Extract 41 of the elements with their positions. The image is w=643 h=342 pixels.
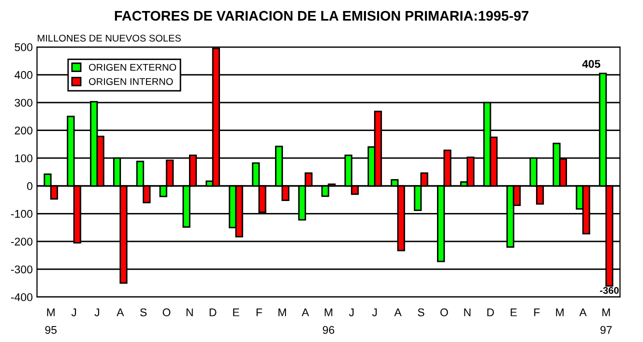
x-tick-label: M 96: [322, 308, 334, 334]
x-tick-label: N: [464, 308, 470, 316]
y-tick-label: -100: [11, 210, 32, 218]
legend-label: ORIGEN INTERNO: [88, 78, 173, 85]
y-tick-label: -300: [11, 265, 32, 274]
y-tick-label: 100: [15, 154, 32, 162]
x-tick-label: A: [302, 308, 310, 316]
x-tick-label: M: [278, 308, 286, 316]
data-label: 405: [582, 60, 600, 68]
y-tick-label: -400: [11, 293, 32, 302]
y-axis-title: MILLONES DE NUEVOS SOLES: [38, 34, 181, 42]
x-tick-label: F: [256, 308, 262, 316]
x-tick-label: S: [140, 308, 147, 316]
y-tick-label: 200: [14, 126, 32, 134]
y-tick-label: -200: [11, 238, 32, 246]
x-tick-label: A: [579, 308, 587, 316]
x-tick-label: O: [440, 308, 448, 316]
x-tick-label: J: [94, 308, 100, 316]
x-tick-label: M: [556, 308, 564, 316]
x-tick-label: M 97: [600, 308, 612, 334]
x-tick-label: E: [510, 308, 517, 316]
x-tick-label: A: [394, 308, 402, 316]
x-tick-label: F: [534, 308, 540, 316]
x-tick-label: D: [210, 308, 216, 316]
x-tick-label: S: [418, 308, 424, 316]
x-tick-label: J: [372, 308, 377, 316]
x-tick-label: D: [487, 308, 494, 316]
x-tick-label: J: [349, 308, 354, 316]
chart-title: FACTORES DE VARIACION DE LA EMISION PRIMARIA:1995-97: [114, 10, 528, 21]
y-tick-label: 300: [14, 98, 32, 107]
x-tick-label: A: [116, 308, 124, 316]
x-tick-label: E: [233, 308, 240, 316]
legend-label: ORIGEN EXTERNO: [88, 64, 176, 71]
x-tick-label: M 95: [45, 308, 57, 334]
data-label: -360: [600, 286, 619, 294]
x-tick-label: N: [186, 308, 193, 316]
y-tick-label: 0: [27, 182, 32, 190]
y-tick-label: 500: [14, 43, 32, 52]
x-tick-label: J: [71, 308, 76, 316]
x-tick-label: O: [162, 308, 170, 316]
y-tick-label: 400: [14, 71, 32, 79]
